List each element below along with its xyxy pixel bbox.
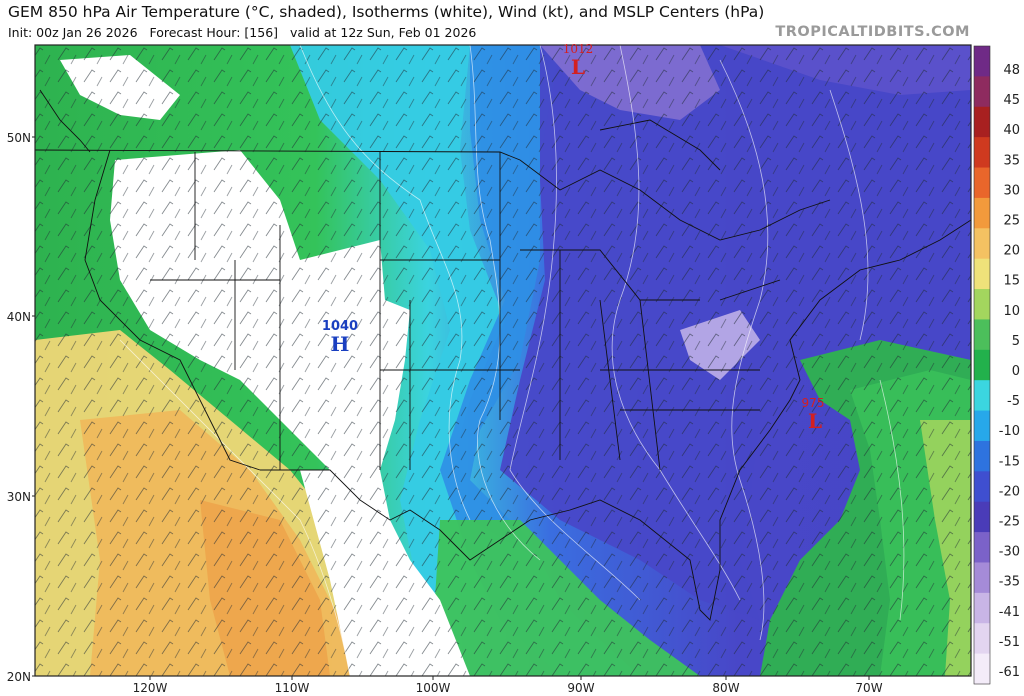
lat-label: 50N	[7, 131, 31, 145]
boundaries	[35, 89, 971, 621]
colorbar-swatch	[974, 653, 990, 685]
forecast-info: Init: 00z Jan 26 2026 Forecast Hour: [15…	[8, 25, 476, 40]
low-center-symbol: L	[571, 55, 585, 79]
colorbar-swatch	[974, 532, 990, 563]
lon-label: 70W	[855, 681, 882, 695]
colorbar-label: -25	[999, 515, 1020, 530]
colorbar-swatch	[974, 46, 990, 77]
colorbar-swatch	[974, 623, 990, 655]
colorbar-label: -51	[999, 635, 1020, 650]
colorbar-label: 35	[1003, 153, 1020, 168]
colorbar-swatch	[974, 410, 990, 442]
site-brand[interactable]: TROPICALTIDBITS.COM	[775, 24, 970, 40]
colorbar-label: 10	[1003, 304, 1020, 319]
lon-label: 100W	[416, 681, 451, 695]
high-center-value: 1040	[322, 319, 358, 334]
colorbar-swatch	[974, 592, 990, 624]
latitude-labels: 50N 40N 30N 20N	[7, 131, 31, 684]
longitude-ticks	[149, 676, 870, 680]
temperature-colorbar: 48 45 40 35 30 25 20 15 10 5 0 -5 -10 -15 -20 -25 -30 -35…	[973, 45, 1020, 685]
high-center-symbol: H	[331, 332, 350, 356]
forecast-hour: Forecast Hour: [156]	[149, 25, 279, 40]
colorbar-swatch	[974, 380, 990, 412]
colorbar-swatch	[974, 562, 990, 594]
colorbar-swatch	[974, 76, 990, 108]
colorbar-swatch	[974, 228, 990, 260]
temperature-shading	[35, 45, 971, 676]
colorbar-label: 20	[1003, 244, 1020, 259]
colorbar-swatch	[974, 471, 990, 503]
longitude-labels: 120W 110W 100W 90W 80W 70W	[133, 681, 883, 695]
colorbar-border	[973, 45, 991, 685]
low-center-value: 1012	[563, 42, 594, 56]
map-title: GEM 850 hPa Air Temperature (°C, shaded)…	[8, 3, 765, 21]
lat-label: 40N	[7, 310, 31, 324]
low-center-symbol: L	[808, 409, 822, 433]
colorbar-label: 0	[1012, 364, 1020, 379]
colorbar-label: -20	[999, 484, 1020, 499]
lon-label: 110W	[275, 681, 310, 695]
map-frame	[34, 44, 972, 677]
low-center-value: 975	[802, 396, 825, 410]
colorbar-label: 45	[1003, 93, 1020, 108]
colorbar-label: -61	[999, 665, 1020, 680]
latitude-ticks	[32, 136, 35, 677]
colorbar-label: 5	[1012, 334, 1020, 349]
colorbar-label: -10	[999, 424, 1020, 439]
colorbar-label: -41	[999, 605, 1020, 620]
colorbar-swatch	[974, 137, 990, 169]
colorbar-label: -35	[999, 575, 1020, 590]
colorbar-label: 40	[1003, 123, 1020, 138]
colorbar-swatch	[974, 289, 990, 320]
colorbar-label: 48	[1003, 63, 1020, 78]
colorbar-label: 30	[1003, 183, 1020, 198]
colorbar-swatch	[974, 106, 990, 138]
init-time: Init: 00z Jan 26 2026	[8, 25, 138, 40]
colorbar-swatch	[974, 440, 990, 472]
lon-label: 90W	[567, 681, 594, 695]
colorbar-swatch	[974, 197, 990, 229]
valid-time: valid at 12z Sun, Feb 01 2026	[289, 25, 477, 40]
colorbar-label: 25	[1003, 214, 1020, 229]
colorbar-swatch	[974, 319, 990, 351]
colorbar-label: 15	[1003, 274, 1020, 289]
colorbar-label: -15	[999, 454, 1020, 469]
pressure-centers: 1012 L 1040 H 975 L	[322, 42, 825, 433]
lat-label: 20N	[7, 670, 31, 684]
lon-label: 120W	[133, 681, 168, 695]
lat-label: 30N	[7, 490, 31, 504]
colorbar-swatch	[974, 501, 990, 533]
lon-label: 80W	[712, 681, 739, 695]
colorbar-label: -5	[1007, 394, 1020, 409]
colorbar-swatch	[974, 349, 990, 381]
colorbar-swatch	[974, 258, 990, 290]
colorbar-label: -30	[999, 545, 1020, 560]
colorbar-swatch	[974, 167, 990, 199]
